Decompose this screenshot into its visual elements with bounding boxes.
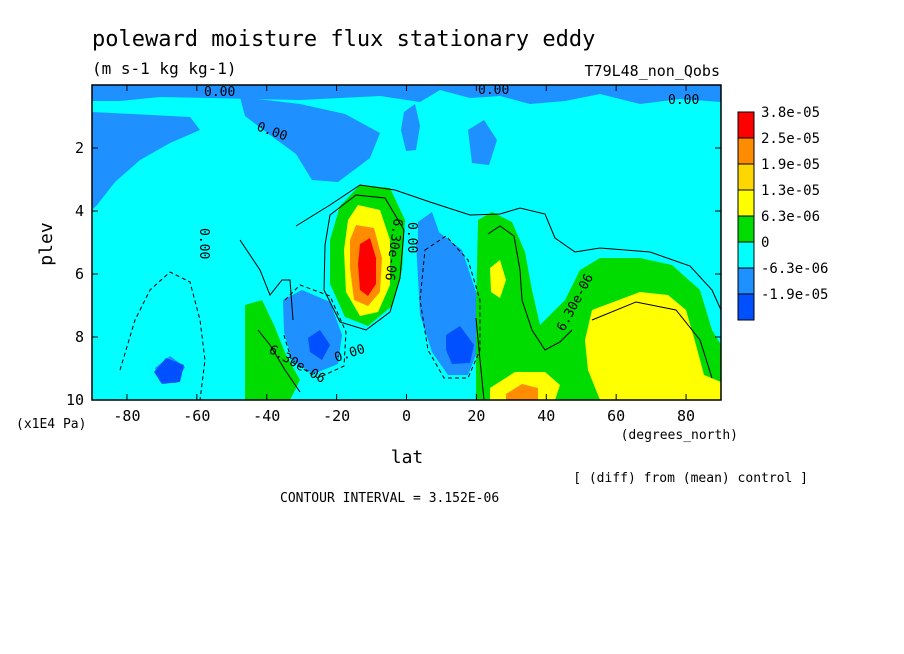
x-tick-label: 80 [677, 407, 695, 425]
x-tick-label: 40 [537, 407, 555, 425]
x-tick-label: 20 [467, 407, 485, 425]
contour-line-2 [239, 239, 294, 321]
y-tick-label: 4 [75, 202, 84, 220]
y-axis-units: (x1E4 Pa) [16, 417, 86, 432]
colorbar-label: 6.3e-06 [761, 209, 820, 225]
x-axis-units: (degrees_north) [621, 428, 738, 443]
contour-dashed-1 [119, 271, 206, 400]
y-tick-label: 10 [66, 391, 84, 409]
region-neg-polar-south [92, 112, 200, 210]
contour-line-5 [591, 301, 713, 379]
region-pos-lower-orange [506, 384, 538, 400]
x-axis-label: lat [391, 447, 424, 468]
contour-line-7 [475, 317, 485, 400]
chart-units: (m s-1 kg kg-1) [92, 59, 237, 78]
contour-line-3 [323, 194, 405, 331]
contour-line-6 [257, 329, 301, 393]
region-strongneg-2 [308, 330, 330, 360]
x-tick-label: 0 [402, 407, 411, 425]
y-tick-label: 2 [75, 139, 84, 157]
contour-label: 0.00 [196, 228, 211, 259]
region-strongneg-3 [446, 326, 474, 364]
colorbar-label: 3.8e-05 [761, 105, 820, 121]
contour-label: 0.00 [478, 83, 509, 98]
plot-area: 0.00 0.00 0.00 0.00 0.00 0.00 6.30e-06 0… [92, 83, 721, 400]
region-neg-top-band [92, 85, 721, 104]
x-axis: -80 -60 -40 -20 0 20 40 60 80 [113, 85, 695, 425]
region-pos-core-red [358, 238, 376, 296]
region-neg-nh-trop [468, 120, 497, 165]
y-tick-label: 8 [75, 328, 84, 346]
contour-line-4 [487, 225, 573, 351]
colorbar-swatch [737, 111, 755, 139]
colorbar-swatch [737, 189, 755, 217]
region-neg-sh-low [283, 290, 342, 374]
colorbar-swatch [737, 241, 755, 269]
x-tick-label: -20 [323, 407, 350, 425]
colorbar-label: -6.3e-06 [761, 261, 828, 277]
diff-note: [ (diff) from (mean) control ] [573, 471, 808, 486]
region-strongneg-1 [154, 358, 184, 384]
contour-label: 0.00 [404, 222, 419, 253]
chart-title: poleward moisture flux stationary eddy [92, 27, 595, 52]
x-tick-label: 60 [607, 407, 625, 425]
contour-line-1 [295, 184, 721, 311]
y-axis: 2 4 6 8 10 [66, 139, 721, 409]
colorbar-swatch [737, 267, 755, 295]
colorbar-swatch [737, 215, 755, 243]
colorbar-swatch [737, 137, 755, 165]
y-tick-label: 6 [75, 265, 84, 283]
colorbar-label: 2.5e-05 [761, 131, 820, 147]
contour-dashed-3 [419, 235, 481, 379]
contour-label: 0.00 [668, 93, 699, 108]
run-label: T79L48_non_Qobs [585, 62, 720, 80]
colorbar-label: 0 [761, 235, 769, 251]
contour-interval-label: CONTOUR INTERVAL = 3.152E-06 [280, 491, 499, 506]
colorbar-label: 1.9e-05 [761, 157, 820, 173]
x-tick-label: -40 [253, 407, 280, 425]
region-pos-nh-yellow-2 [490, 260, 506, 298]
region-neg-upper-mid [240, 97, 380, 182]
contour-label: 0.00 [204, 85, 235, 100]
colorbar-swatch [737, 163, 755, 191]
region-neg-equator-top [401, 104, 420, 151]
region-neg-nh-mid [418, 212, 440, 258]
x-tick-label: -60 [183, 407, 210, 425]
y-axis-label: plev [36, 222, 57, 265]
region-pos-nh-yellow [585, 292, 721, 400]
colorbar-label: 1.3e-05 [761, 183, 820, 199]
x-tick-label: -80 [113, 407, 140, 425]
colorbar-label: -1.9e-05 [761, 287, 828, 303]
colorbar: 3.8e-05 2.5e-05 1.9e-05 1.3e-05 6.3e-06 0 -6.3… [737, 105, 828, 321]
colorbar-swatch [737, 293, 755, 321]
